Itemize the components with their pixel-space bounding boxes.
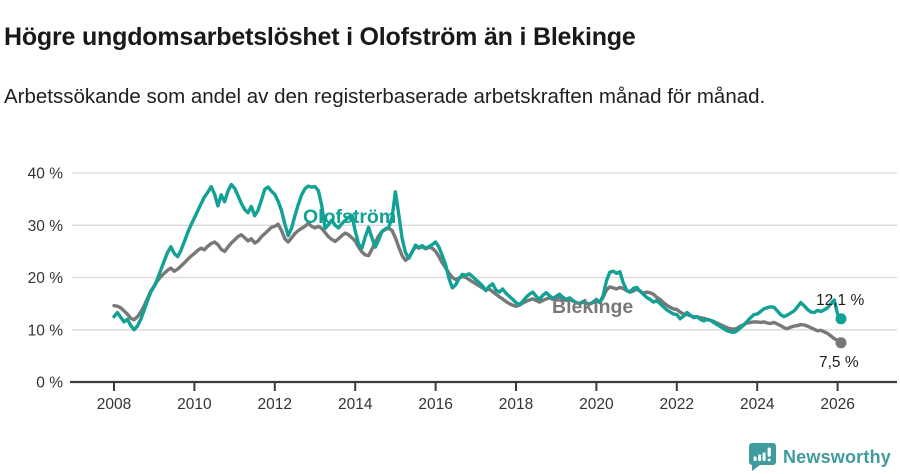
series-label-olofström: Olofström	[303, 206, 396, 228]
series-line-olofström	[112, 182, 843, 335]
footer-brand: Newsworthy	[748, 443, 891, 471]
brand-name: Newsworthy	[782, 446, 891, 467]
y-axis-tick-label: 40 %	[28, 166, 64, 183]
series-end-dot-blekinge	[835, 337, 847, 349]
x-axis-tick-label: 2022	[660, 396, 694, 413]
x-axis-tick-label: 2008	[97, 396, 131, 413]
x-axis-tick-label: 2026	[820, 396, 854, 413]
x-axis-tick-label: 2016	[418, 396, 452, 413]
page-title: Högre ungdomsarbetslöshet i Olofström än…	[4, 22, 636, 51]
y-axis-tick-label: 20 %	[28, 270, 64, 287]
series-label-blekinge: Blekinge	[552, 296, 633, 318]
newsworthy-logo-icon	[748, 443, 776, 471]
y-axis-tick-label: 0 %	[36, 375, 63, 392]
series-end-label-blekinge: 7,5 %	[819, 354, 859, 371]
y-axis-tick-label: 10 %	[28, 322, 64, 339]
x-axis-tick-label: 2024	[740, 396, 775, 413]
x-axis-tick-label: 2020	[579, 396, 614, 413]
y-axis-tick-label: 30 %	[28, 218, 64, 235]
x-axis-tick-label: 2014	[338, 396, 373, 413]
x-axis-tick-label: 2018	[499, 396, 533, 413]
x-axis-tick-label: 2012	[258, 396, 292, 413]
series-end-dot-olofström	[835, 313, 847, 325]
x-axis-tick-label: 2010	[177, 396, 212, 413]
series-end-label-olofström: 12,1 %	[816, 292, 864, 309]
series-line-blekinge	[112, 221, 843, 345]
chart-subtitle: Arbetssökande som andel av den registerb…	[4, 84, 766, 108]
